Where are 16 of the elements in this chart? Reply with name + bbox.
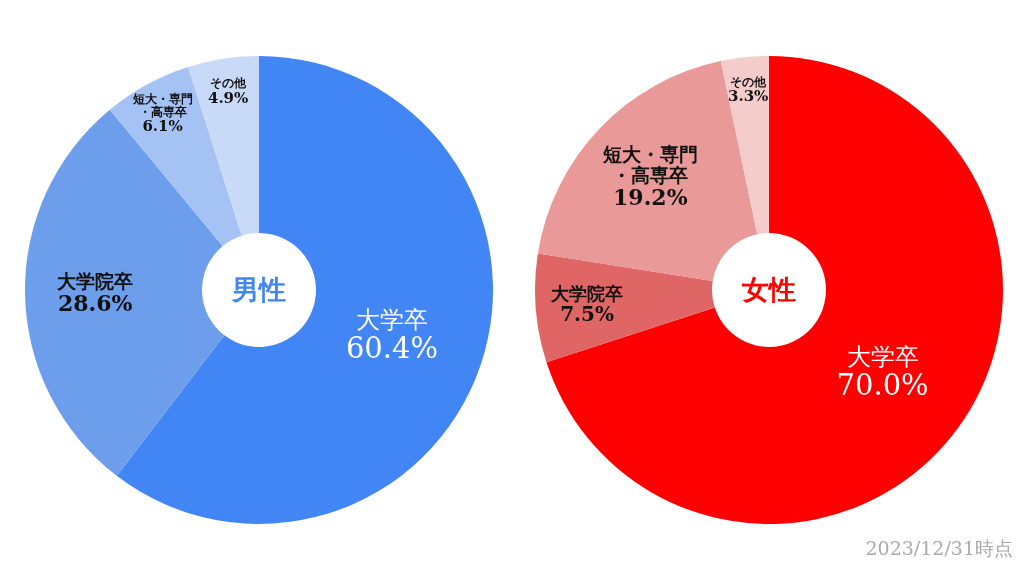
data-label: 19.2% [613,184,688,211]
slice-label: 短大・専門・高専卒 [601,143,698,186]
text: 2023/12/31時点 [865,536,1013,561]
slice-label: その他 [730,74,768,89]
donut-slice [546,56,1003,524]
slice-label: 大学院卒 [550,282,624,304]
slice-label: 短大・専門・高専卒 [131,91,193,119]
slice-label: その他 [210,76,248,91]
slice-label: 大学院卒 [57,269,134,292]
donut-slice [720,56,769,235]
data-label: 3.3% [727,87,769,106]
data-label: 4.9% [207,88,249,107]
data-label: 6.1% [142,117,183,136]
text: 男性 [232,273,286,307]
text: 女性 [742,273,796,307]
donut-slice [535,253,715,363]
